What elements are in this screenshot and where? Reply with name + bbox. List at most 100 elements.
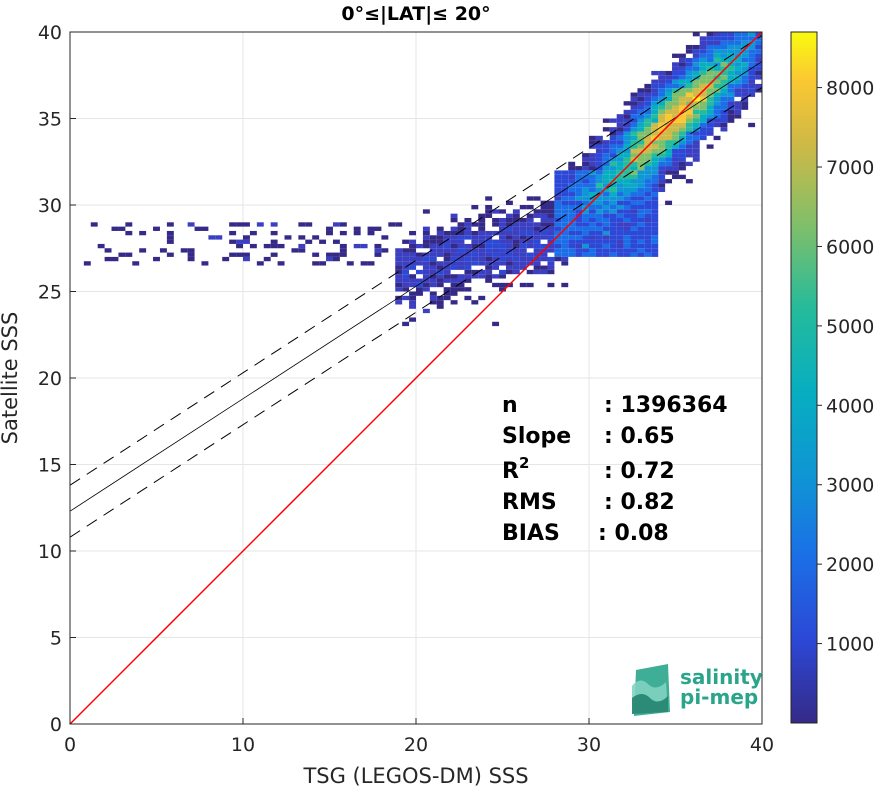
density-cell	[409, 239, 416, 244]
density-cell	[429, 291, 437, 296]
density-cell	[678, 153, 686, 158]
density-cell	[609, 157, 617, 162]
density-cell	[602, 252, 610, 257]
density-cell	[409, 265, 416, 270]
density-cell	[630, 235, 638, 240]
density-cell	[692, 75, 700, 80]
density-cell	[651, 222, 659, 227]
density-cell	[609, 153, 617, 158]
density-cell	[685, 83, 693, 89]
density-cell	[755, 57, 762, 63]
density-cell	[485, 205, 493, 210]
density-cell	[547, 226, 555, 231]
density-cell	[637, 92, 645, 97]
density-cell	[589, 213, 596, 218]
density-cell	[616, 213, 624, 218]
density-cell	[554, 256, 562, 262]
density-cell	[651, 213, 659, 218]
density-cell	[499, 217, 506, 223]
density-cell	[678, 105, 686, 110]
density-cell	[575, 209, 583, 214]
density-cell	[436, 295, 444, 301]
density-cell	[533, 226, 541, 231]
density-cell	[582, 179, 589, 184]
density-cell	[568, 217, 576, 223]
density-cell	[429, 239, 437, 244]
density-cell	[332, 252, 340, 257]
density-cell	[589, 239, 596, 244]
density-cell	[616, 179, 624, 184]
density-cell	[706, 62, 714, 67]
density-cell	[464, 295, 472, 301]
x-tick-label: 20	[404, 734, 428, 756]
density-cell	[547, 239, 555, 244]
density-cell	[533, 252, 541, 257]
density-cell	[512, 235, 520, 240]
density-cell	[554, 183, 562, 188]
density-cell	[595, 144, 603, 149]
density-cell	[685, 148, 693, 154]
density-cell	[533, 269, 541, 275]
stats-box: n: 1396364 Slope: 0.65 R2: 0.72 RMS: 0.82 BI…	[502, 393, 728, 546]
density-cell	[450, 252, 458, 257]
density-cell	[526, 243, 534, 249]
density-cell	[734, 114, 742, 119]
density-cell	[734, 62, 742, 67]
density-cell	[755, 75, 762, 80]
density-cell	[402, 252, 410, 257]
density-cell	[582, 209, 589, 214]
density-cell	[630, 161, 638, 167]
density-cell	[637, 109, 645, 115]
density-cell	[436, 252, 444, 257]
density-cell	[464, 243, 472, 249]
density-cell	[748, 92, 756, 97]
density-cell	[755, 40, 762, 45]
density-cell	[568, 243, 576, 249]
x-axis-ticks: 0 10 20 30 40	[64, 718, 774, 756]
density-cell	[685, 44, 693, 50]
density-cell	[644, 101, 652, 106]
density-cell	[637, 243, 645, 249]
density-cell	[450, 226, 458, 231]
density-cell	[512, 261, 520, 266]
density-cell	[519, 243, 527, 249]
density-cell	[457, 287, 465, 292]
density-cell	[616, 183, 624, 188]
density-cell	[637, 135, 645, 141]
density-cell	[547, 213, 555, 218]
density-cell	[685, 122, 693, 128]
density-cell	[678, 114, 686, 119]
density-cell	[505, 265, 513, 270]
density-cell	[312, 252, 320, 257]
density-cell	[90, 222, 98, 227]
density-cell	[699, 79, 707, 84]
density-cell	[630, 209, 638, 214]
density-cell	[602, 192, 610, 197]
density-cell	[713, 96, 721, 102]
density-cell	[699, 109, 707, 115]
density-cell	[678, 157, 686, 162]
density-cell	[505, 256, 513, 262]
density-cell	[471, 205, 479, 210]
density-cell	[540, 243, 548, 249]
density-cell	[602, 222, 610, 227]
density-cell	[416, 269, 423, 275]
density-cell	[595, 248, 603, 253]
density-cell	[575, 252, 583, 257]
density-cell	[692, 157, 700, 162]
density-cell	[678, 92, 686, 97]
density-cell	[755, 88, 762, 93]
density-cell	[644, 131, 652, 136]
density-cell	[630, 248, 638, 253]
density-cell	[630, 135, 638, 141]
density-cell	[623, 166, 631, 171]
density-cell	[215, 235, 223, 240]
density-cell	[672, 161, 679, 167]
density-cell	[602, 140, 610, 145]
density-cell	[422, 209, 430, 214]
density-cell	[485, 278, 493, 283]
density-cell	[471, 222, 479, 227]
density-cell	[637, 235, 645, 240]
density-cell	[672, 135, 679, 141]
density-cell	[699, 44, 707, 50]
